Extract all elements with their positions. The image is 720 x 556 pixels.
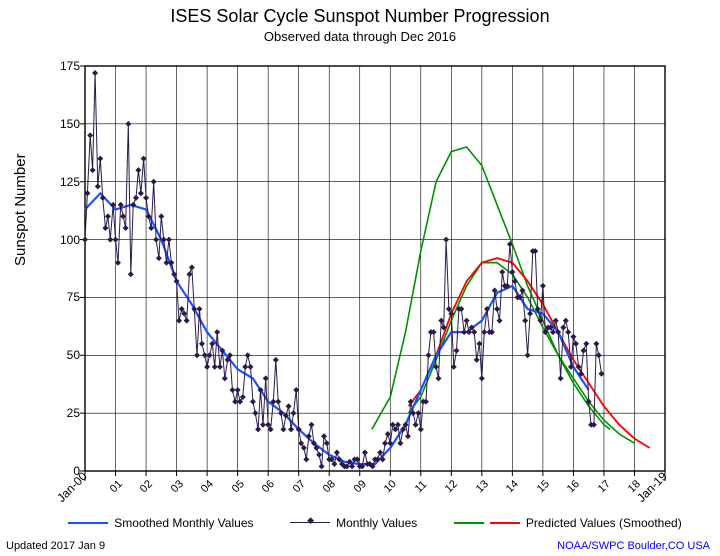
legend-item: Smoothed Monthly Values [68,516,253,530]
x-tick-label: 12 [443,478,460,495]
plot-area [85,66,665,471]
x-tick-label: 13 [474,478,491,495]
x-tick-label: 07 [290,478,307,495]
legend-label: Monthly Values [336,516,417,530]
y-tick-label: 100 [50,233,80,247]
y-tick-label: 25 [50,406,80,420]
x-tick-label: 15 [535,478,552,495]
x-tick-label: 04 [199,478,216,495]
updated-text: Updated 2017 Jan 9 [6,540,105,552]
legend-label: Predicted Values (Smoothed) [526,516,682,530]
legend-item: Monthly Values [290,516,417,530]
chart-title: ISES Solar Cycle Sunspot Number Progress… [0,6,720,27]
x-tick-label: 05 [229,478,246,495]
x-tick-label: 17 [596,478,613,495]
y-tick-label: 75 [50,290,80,304]
y-tick-label: 125 [50,175,80,189]
x-tick-label: 02 [138,478,155,495]
x-tick-label: 11 [413,479,430,496]
legend: Smoothed Monthly Values Monthly Values Pre… [50,516,700,530]
x-tick-label: 09 [351,478,368,495]
x-tick-label: 16 [565,478,582,495]
y-tick-label: 50 [50,348,80,362]
x-tick-label: 08 [321,478,338,495]
y-axis-label: Sunspot Number [12,153,29,266]
x-tick-label: 10 [382,478,399,495]
y-tick-label: 175 [50,59,80,73]
x-tick-label: 01 [107,478,124,495]
credit-text: NOAA/SWPC Boulder,CO USA [557,540,710,552]
x-tick-label: 03 [168,478,185,495]
x-tick-label: 14 [504,478,521,495]
x-tick-label: 06 [260,478,277,495]
y-tick-label: 150 [50,117,80,131]
chart-subtitle: Observed data through Dec 2016 [0,29,720,44]
legend-label: Smoothed Monthly Values [114,516,253,530]
legend-item: Predicted Values (Smoothed) [454,516,682,530]
